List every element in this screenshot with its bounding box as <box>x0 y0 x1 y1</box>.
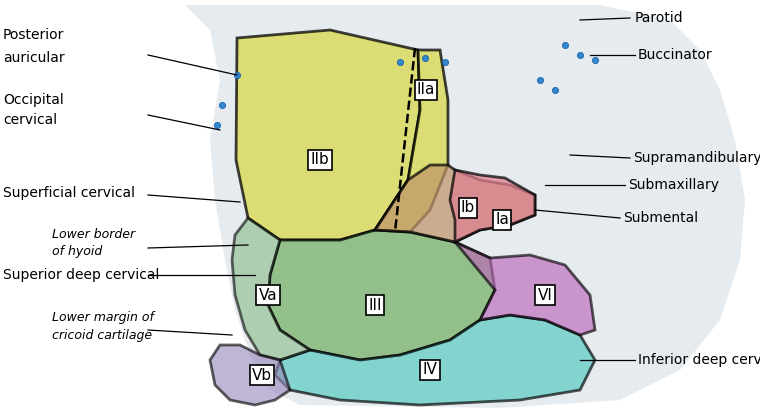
Text: Occipital: Occipital <box>3 93 64 107</box>
Text: Ia: Ia <box>495 213 509 227</box>
Text: Buccinator: Buccinator <box>638 48 713 62</box>
Text: Posterior: Posterior <box>3 28 65 42</box>
Polygon shape <box>185 5 745 408</box>
Text: Va: Va <box>258 288 277 303</box>
Text: Lower margin of: Lower margin of <box>52 312 154 324</box>
Text: VI: VI <box>537 288 553 303</box>
Text: IIa: IIa <box>416 83 435 97</box>
Text: IV: IV <box>423 362 438 378</box>
Text: Submental: Submental <box>623 211 698 225</box>
Text: Superficial cervical: Superficial cervical <box>3 186 135 200</box>
Text: III: III <box>369 297 382 312</box>
Polygon shape <box>450 170 535 242</box>
Text: IIb: IIb <box>311 153 329 168</box>
Text: cervical: cervical <box>3 113 57 127</box>
Polygon shape <box>375 50 448 232</box>
Text: Supramandibulary: Supramandibulary <box>633 151 760 165</box>
Polygon shape <box>275 315 595 405</box>
Text: Parotid: Parotid <box>635 11 684 25</box>
Text: Superior deep cervical: Superior deep cervical <box>3 268 160 282</box>
Polygon shape <box>375 165 535 242</box>
Polygon shape <box>236 30 420 240</box>
Polygon shape <box>232 218 310 360</box>
Text: Lower border: Lower border <box>52 229 135 241</box>
Text: cricoid cartilage: cricoid cartilage <box>52 330 152 342</box>
Text: of hyoid: of hyoid <box>52 245 103 258</box>
Polygon shape <box>210 345 290 405</box>
Text: Submaxillary: Submaxillary <box>628 178 719 192</box>
Text: Vb: Vb <box>252 368 272 382</box>
Text: auricular: auricular <box>3 51 65 65</box>
Text: Inferior deep cervical: Inferior deep cervical <box>638 353 760 367</box>
Text: Ib: Ib <box>461 200 475 216</box>
Polygon shape <box>268 230 495 360</box>
Polygon shape <box>455 242 595 335</box>
